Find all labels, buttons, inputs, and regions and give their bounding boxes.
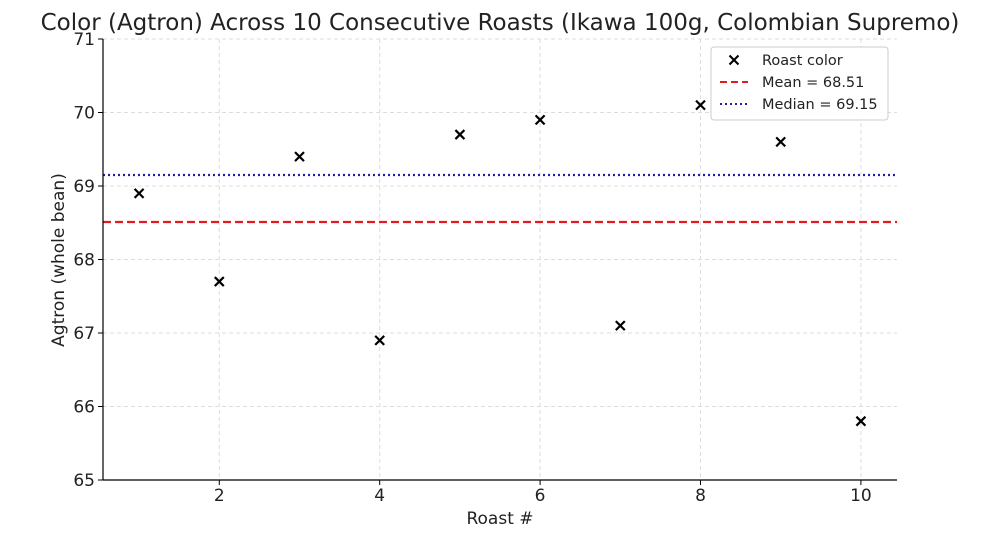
y-tick-label: 67 [73, 324, 95, 344]
data-point [855, 415, 867, 427]
x-tick-label: 2 [214, 486, 225, 506]
x-tick-label: 8 [695, 486, 706, 506]
legend-label-roast-color: Roast color [762, 53, 843, 69]
y-tick-label: 65 [73, 471, 95, 491]
y-tick-label: 69 [73, 177, 95, 197]
data-point [615, 320, 626, 331]
x-tick-label: 4 [374, 486, 385, 506]
data-point [133, 188, 145, 199]
legend: Roast color Mean = 68.51 Median = 69.15 [710, 46, 889, 121]
legend-label-median: Median = 69.15 [762, 97, 878, 113]
x-tick-label: 6 [535, 486, 546, 506]
data-point [294, 151, 305, 162]
y-tick-label: 66 [73, 398, 95, 418]
legend-marker-x [728, 54, 740, 66]
data-point [775, 136, 786, 148]
legend-frame [710, 46, 889, 121]
x-axis-label: Roast # [466, 509, 533, 529]
data-point [374, 335, 385, 346]
data-point [214, 276, 225, 287]
data-point [534, 114, 546, 126]
y-tick-label: 68 [73, 251, 95, 271]
legend-label-mean: Mean = 68.51 [762, 75, 864, 91]
data-point [454, 129, 466, 140]
y-tick-label: 70 [73, 104, 95, 124]
data-point [695, 99, 706, 111]
reference-lines [103, 173, 897, 224]
y-tick-label: 71 [73, 30, 95, 50]
y-axis-label: Agtron (whole bean) [49, 173, 69, 347]
x-tick-label: 10 [850, 486, 872, 506]
chart-title: Color (Agtron) Across 10 Consecutive Roa… [41, 10, 960, 36]
data-points [133, 99, 867, 427]
